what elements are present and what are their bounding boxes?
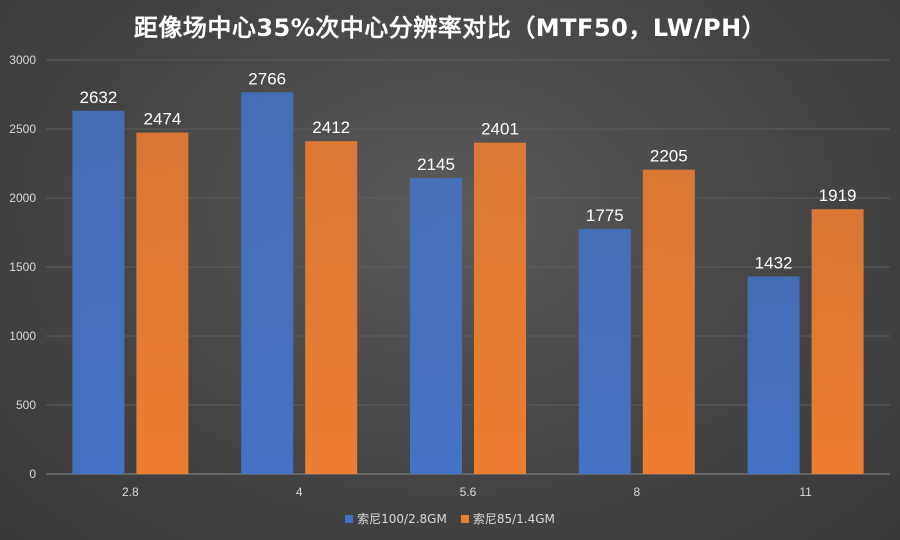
legend-item-series-1: 索尼100/2.8GM [345, 510, 447, 527]
x-tick-label: 5.6 [460, 485, 477, 499]
bar [136, 132, 189, 474]
y-tick-label: 1500 [9, 260, 36, 274]
x-tick-label: 8 [633, 485, 640, 499]
data-label: 2205 [650, 147, 688, 166]
data-label: 2632 [79, 88, 117, 107]
bar [305, 141, 358, 475]
y-tick-label: 1000 [9, 329, 36, 343]
bar [747, 276, 800, 474]
bar [72, 110, 125, 474]
legend-label-series-2: 索尼85/1.4GM [472, 512, 555, 526]
bar [474, 142, 526, 475]
y-tick-label: 500 [16, 398, 36, 412]
data-label: 1919 [819, 186, 857, 205]
data-label: 2145 [417, 155, 455, 174]
x-tick-label: 11 [799, 485, 812, 499]
legend-label-series-1: 索尼100/2.8GM [357, 512, 447, 526]
legend: 索尼100/2.8GM 索尼85/1.4GM [0, 510, 900, 527]
legend-swatch-series-2 [460, 514, 469, 523]
data-label: 2766 [248, 69, 286, 88]
data-label: 2412 [312, 118, 350, 137]
bar [410, 177, 462, 475]
legend-swatch-series-1 [345, 514, 354, 523]
chart-title: 距像场中心35%次中心分辨率对比（MTF50，LW/PH） [133, 14, 767, 42]
y-tick-label: 0 [29, 467, 36, 481]
data-label: 2401 [481, 120, 519, 139]
y-tick-label: 2500 [9, 122, 36, 136]
y-tick-label: 2000 [9, 191, 36, 205]
bar [241, 92, 294, 475]
data-label: 2474 [143, 110, 181, 129]
bar [578, 229, 631, 474]
data-label: 1432 [755, 253, 793, 272]
bar [811, 209, 864, 475]
data-label: 1775 [586, 206, 624, 225]
x-tick-label: 4 [296, 485, 303, 499]
y-tick-label: 3000 [9, 53, 36, 67]
x-tick-label: 2.8 [122, 485, 139, 499]
bar [642, 169, 695, 474]
legend-item-series-2: 索尼85/1.4GM [460, 510, 555, 527]
